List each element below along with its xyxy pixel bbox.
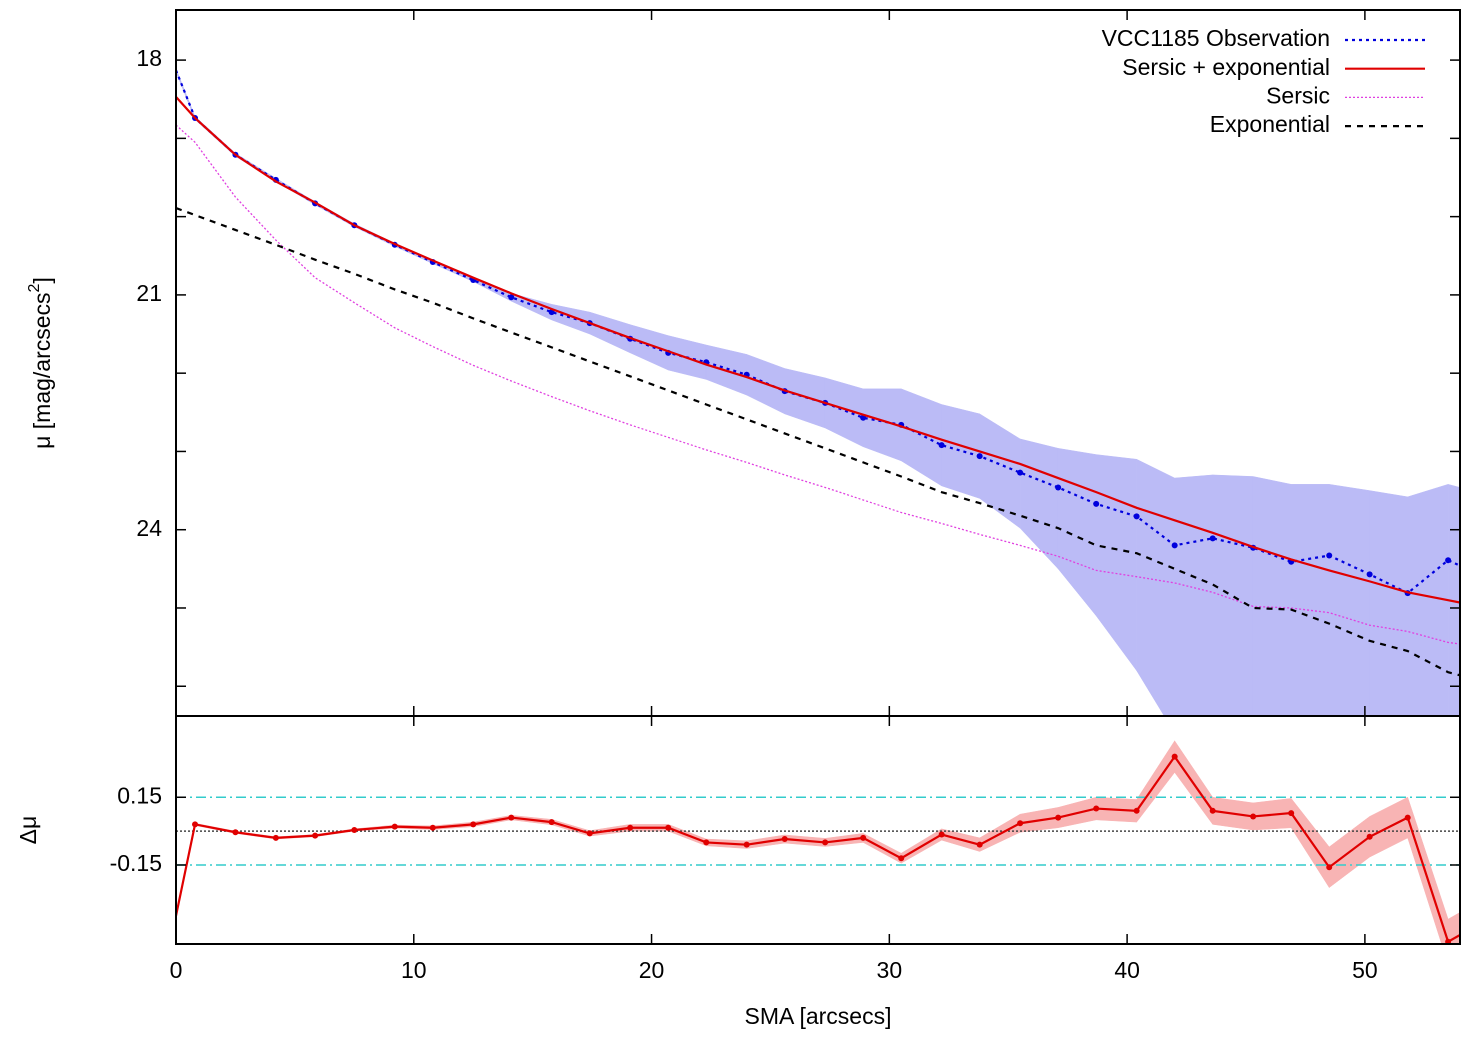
error-band xyxy=(979,413,1021,529)
data-point xyxy=(976,841,983,848)
data-point xyxy=(1209,535,1216,542)
data-point xyxy=(1288,810,1295,817)
data-point xyxy=(1366,571,1373,578)
y-tick-label: 21 xyxy=(136,280,162,306)
data-point xyxy=(860,414,867,421)
data-point xyxy=(1171,753,1178,760)
y-tick-label: -0.15 xyxy=(110,850,162,876)
error-band xyxy=(1212,474,1254,716)
data-point xyxy=(665,824,672,831)
data-point xyxy=(1133,807,1140,814)
error-band xyxy=(1019,438,1059,570)
error-band xyxy=(1447,483,1460,716)
y-axis-label: Δμ xyxy=(15,816,41,845)
data-point xyxy=(1326,552,1333,559)
error-band xyxy=(1290,797,1330,889)
error-band xyxy=(1174,474,1213,716)
error-band xyxy=(1136,739,1175,823)
error-band xyxy=(1095,454,1137,672)
error-band xyxy=(1252,476,1292,716)
error-band xyxy=(784,368,826,429)
data-point xyxy=(1055,814,1062,821)
data-point xyxy=(1250,813,1257,820)
data-point xyxy=(1366,833,1373,840)
y-axis-label-text: μ [mag/arcsecs xyxy=(29,292,55,448)
data-point xyxy=(586,830,593,837)
data-point xyxy=(1445,938,1452,944)
x-tick-label: 40 xyxy=(1114,957,1140,983)
error-band xyxy=(1369,490,1408,716)
data-point xyxy=(1326,864,1333,871)
y-axis-label: μ [mag/arcsecs2] xyxy=(26,277,55,449)
legend-label: Sersic xyxy=(1266,82,1330,108)
frame xyxy=(175,715,1461,945)
y-tick-label: 24 xyxy=(136,515,162,541)
data-point xyxy=(272,834,279,841)
data-point xyxy=(312,832,319,839)
y-axis-label-sup: 2 xyxy=(26,283,43,292)
data-point xyxy=(1133,513,1140,520)
data-point xyxy=(976,453,983,460)
data-point xyxy=(508,294,515,301)
data-point xyxy=(703,839,710,846)
error-band xyxy=(1136,458,1175,716)
data-point xyxy=(1093,500,1100,507)
data-point xyxy=(470,821,477,828)
error-band xyxy=(1057,448,1097,617)
legend-label: Exponential xyxy=(1210,111,1330,137)
data-point xyxy=(860,834,867,841)
data-point xyxy=(1445,557,1452,564)
y-tick-label: 18 xyxy=(136,45,162,71)
data-point xyxy=(781,836,788,843)
data-point xyxy=(429,824,436,831)
series-line xyxy=(176,96,1460,604)
series-line xyxy=(176,206,1460,677)
y-axis-label-end: ] xyxy=(29,277,55,283)
data-point xyxy=(1404,814,1411,821)
error-band xyxy=(1407,483,1449,716)
data-point xyxy=(1017,469,1024,476)
series-line xyxy=(176,124,1460,645)
data-point xyxy=(391,823,398,830)
error-band xyxy=(551,303,590,335)
data-point xyxy=(627,824,634,831)
data-point xyxy=(898,855,905,862)
x-tick-label: 30 xyxy=(877,957,903,983)
x-axis-label: SMA [arcsecs] xyxy=(745,1003,892,1029)
data-point xyxy=(232,829,239,836)
data-point xyxy=(938,831,945,838)
legend-label: VCC1185 Observation xyxy=(1102,25,1330,51)
error-band xyxy=(941,404,980,499)
x-tick-label: 20 xyxy=(639,957,665,983)
data-point xyxy=(1055,484,1062,491)
error-band xyxy=(629,324,669,371)
legend-label: Sersic + exponential xyxy=(1122,54,1330,80)
data-point xyxy=(351,827,358,833)
data-point xyxy=(1209,807,1216,814)
data-point xyxy=(938,442,945,449)
data-point xyxy=(508,814,515,821)
data-point xyxy=(548,819,555,826)
data-point xyxy=(1017,820,1024,827)
error-band xyxy=(1328,484,1370,716)
data-point xyxy=(743,841,750,848)
plot-area xyxy=(176,68,1460,716)
data-point xyxy=(1171,542,1178,549)
error-band xyxy=(1290,484,1330,716)
error-band xyxy=(589,311,631,354)
plot-area xyxy=(176,739,1460,944)
x-tick-label: 0 xyxy=(170,957,183,983)
data-point xyxy=(822,839,829,846)
data-point xyxy=(1093,805,1100,812)
y-tick-label: 0.15 xyxy=(117,782,162,808)
data-point xyxy=(192,821,199,828)
series-line xyxy=(176,754,1460,944)
x-tick-label: 10 xyxy=(401,957,427,983)
x-tick-label: 50 xyxy=(1352,957,1378,983)
